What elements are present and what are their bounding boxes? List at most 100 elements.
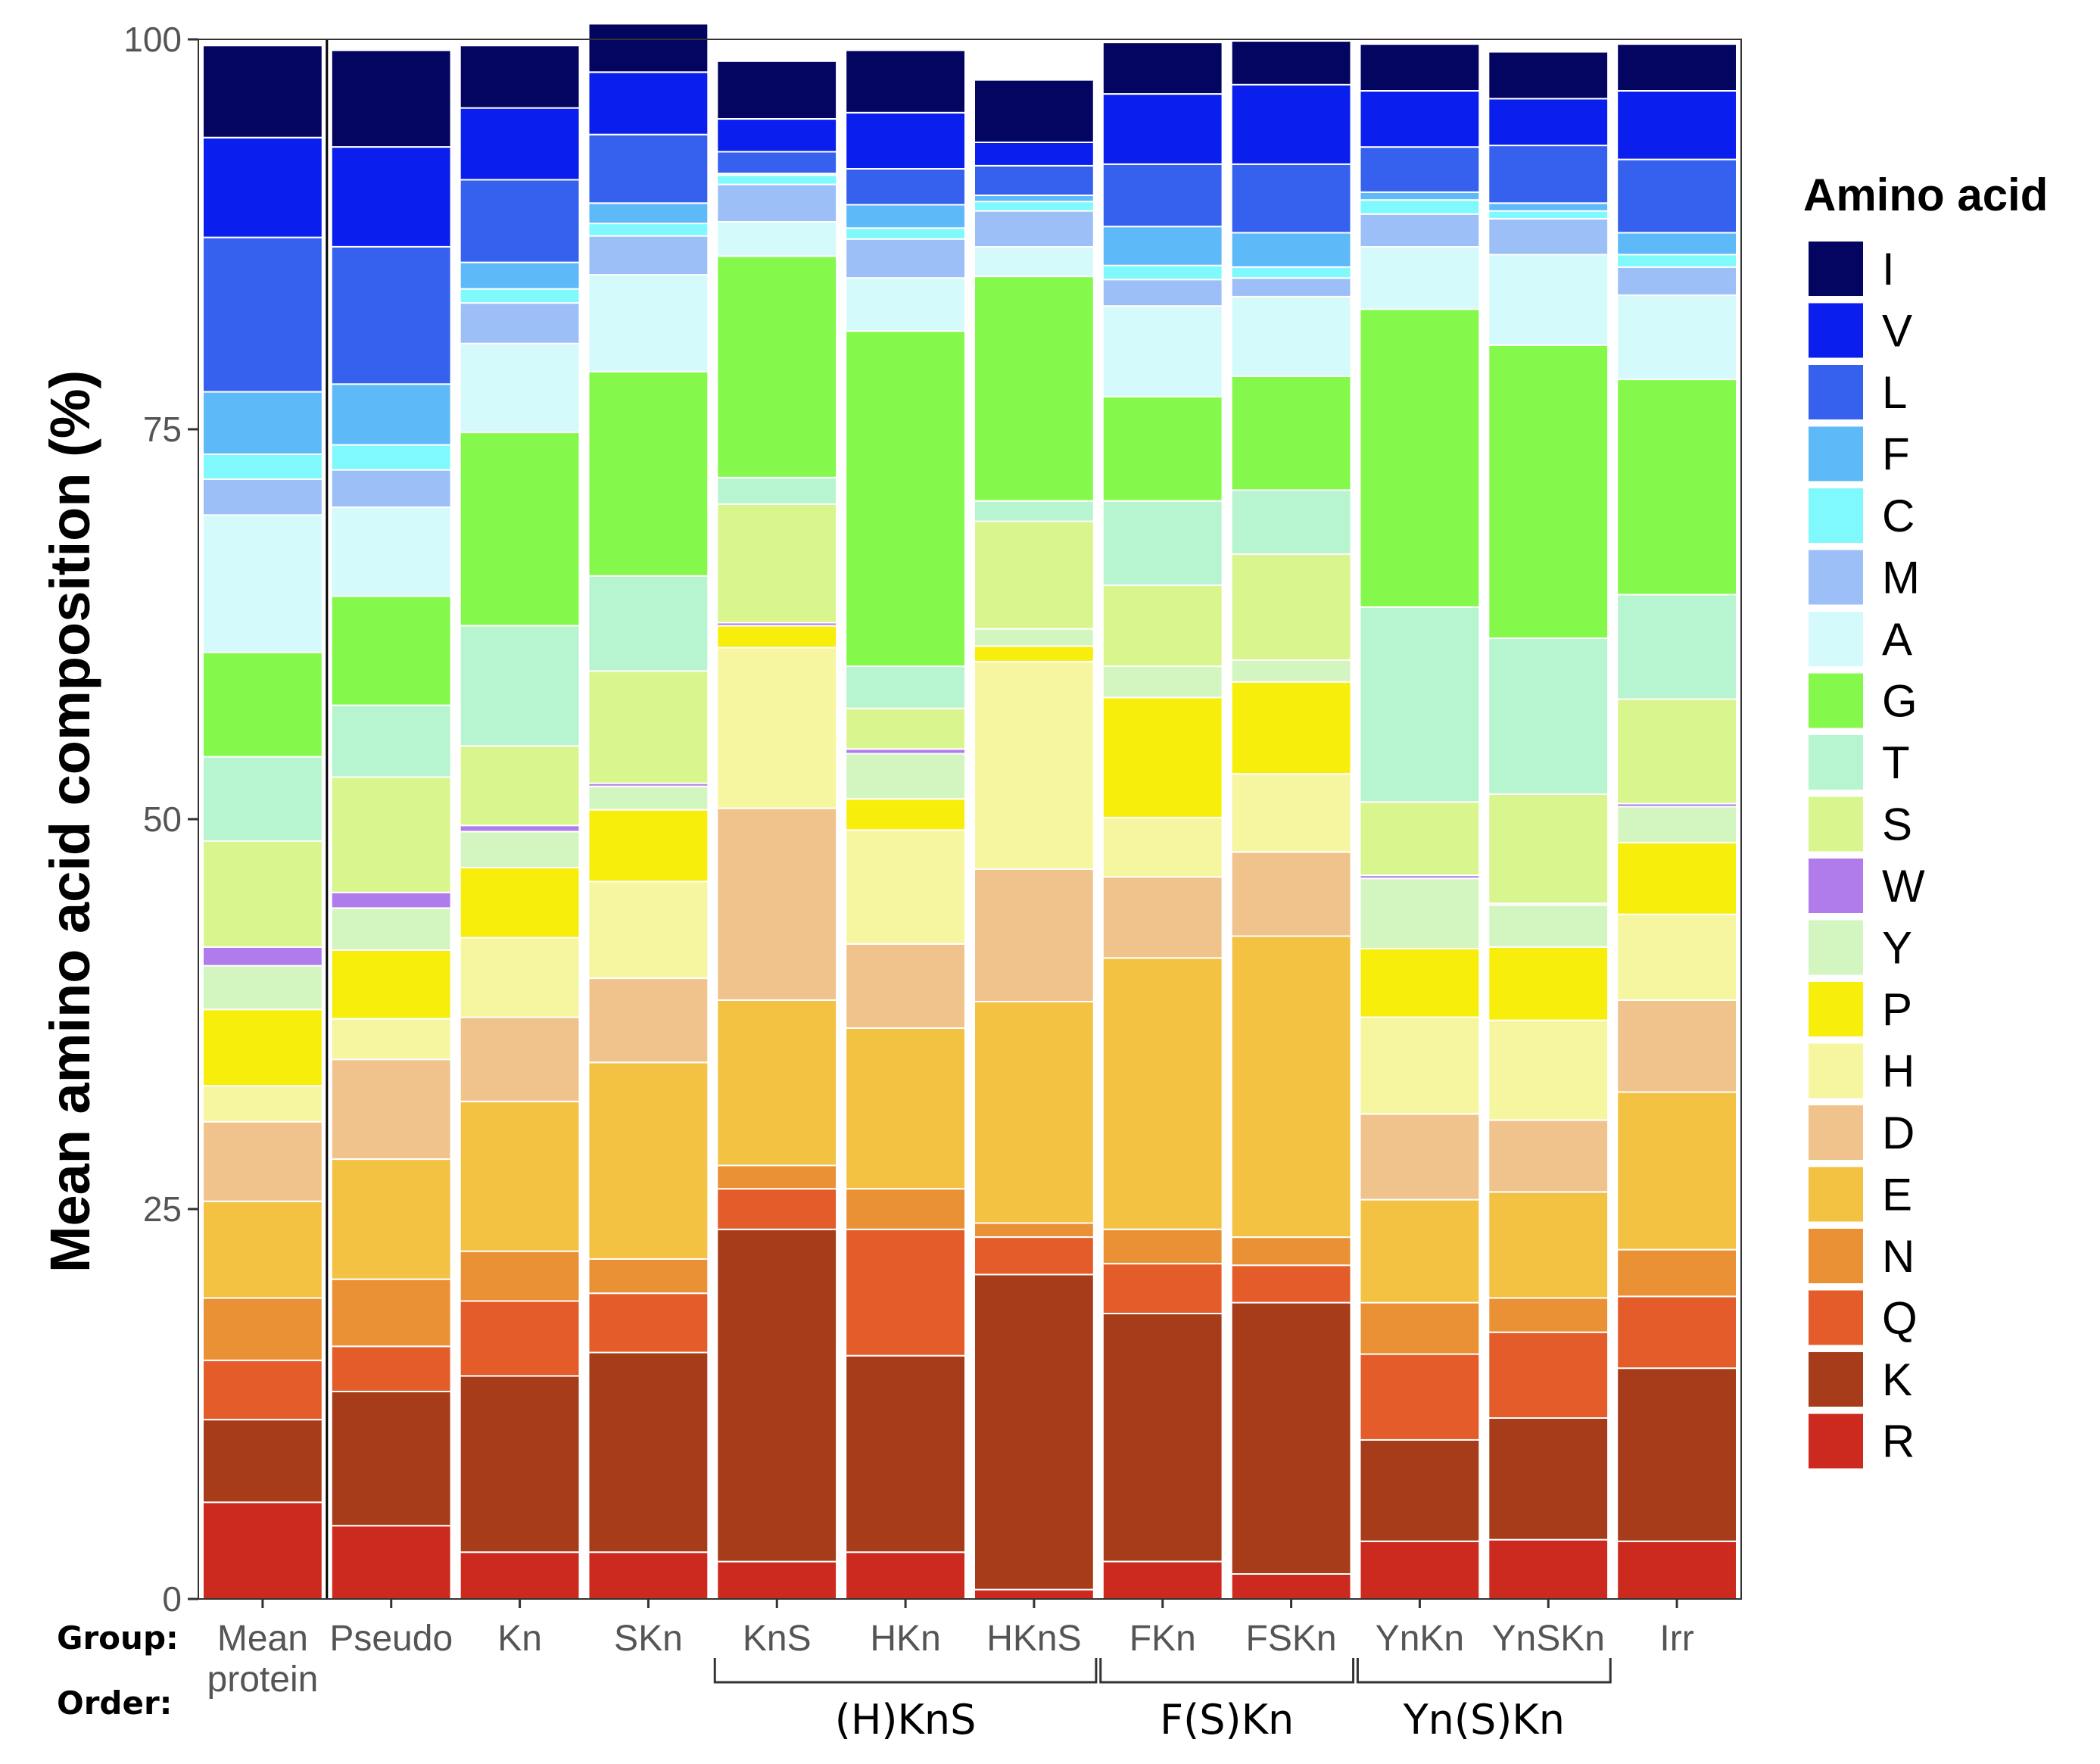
bar-segment-G-KnS (716, 255, 838, 478)
bar-segment-H-Irr (1616, 913, 1737, 1001)
bar-segment-W-Mean-protein (202, 946, 323, 967)
x-tick-label-FKn: FKn (1129, 1619, 1196, 1659)
bar-segment-A-Mean-protein (202, 514, 323, 653)
bar-segment-G-Irr (1616, 379, 1737, 596)
bar-segment-K-FKn (1101, 1313, 1223, 1563)
bar-segment-T-FKn (1101, 500, 1223, 586)
bar-segment-G-Kn (459, 432, 581, 627)
legend-title: Amino acid (1803, 170, 2048, 220)
bar-segment-Y-FSKn (1230, 659, 1352, 683)
series-F (202, 173, 1737, 455)
legend-swatch-P (1807, 980, 1865, 1038)
bar-segment-P-HKnS (974, 645, 1095, 662)
bar-segment-C-Pseudo (330, 444, 452, 471)
bar-segment-D-Pseudo (330, 1058, 452, 1160)
legend-swatch-A (1807, 610, 1865, 668)
bar-segment-V-FSKn (1230, 83, 1352, 165)
bar-segment-I-HKn (845, 49, 966, 114)
bar-segment-P-FKn (1101, 697, 1223, 818)
bar-segment-D-FKn (1101, 876, 1223, 959)
bar-segment-G-YnKn (1359, 308, 1481, 608)
bar-segment-F-Irr (1616, 232, 1737, 256)
bar-segment-A-FSKn (1230, 295, 1352, 377)
bar-segment-D-YnSKn (1488, 1119, 1609, 1193)
legend-swatch-G (1807, 672, 1865, 730)
bar-segment-C-KnS (716, 174, 838, 185)
bar-segment-S-HKnS (974, 520, 1095, 630)
bar-segment-S-KnS (716, 503, 838, 624)
bar-segment-F-Kn (459, 261, 581, 290)
bar-segment-N-YnSKn (1488, 1297, 1609, 1333)
legend-swatch-M (1807, 548, 1865, 606)
legend-swatch-V (1807, 301, 1865, 360)
legend-item-W: W (1807, 857, 1925, 915)
bar-segment-I-HKnS (974, 79, 1095, 143)
series-S (202, 503, 1737, 948)
bar-segment-R-YnSKn (1488, 1538, 1609, 1600)
bar-segment-L-YnKn (1359, 146, 1481, 193)
plot-background (198, 39, 1741, 1599)
bar-segment-P-Pseudo (330, 949, 452, 1020)
bar-segment-I-YnSKn (1488, 51, 1609, 100)
bar-segment-T-Pseudo (330, 704, 452, 778)
bar-segment-N-HKnS (974, 1222, 1095, 1238)
y-tick-label-0: 0 (162, 1579, 182, 1619)
x-tick-label-HKn: HKn (870, 1619, 940, 1659)
bar-segment-G-HKnS (974, 276, 1095, 502)
bar-segment-C-YnKn (1359, 199, 1481, 215)
bar-segment-K-FSKn (1230, 1301, 1352, 1575)
bar-segment-K-Irr (1616, 1367, 1737, 1542)
bar-segment-C-HKnS (974, 201, 1095, 212)
legend-swatch-W (1807, 857, 1865, 915)
bar-segment-E-SKn (587, 1061, 709, 1261)
bar-segment-L-Pseudo (330, 246, 452, 385)
bar-segment-F-HKn (845, 204, 966, 229)
bar-segment-G-SKn (587, 370, 709, 577)
legend-swatch-D (1807, 1104, 1865, 1161)
y-tick-label-100: 100 (123, 20, 182, 59)
legend-label-M: M (1882, 553, 1920, 603)
x-tick-label-Kn: Kn (497, 1619, 542, 1659)
series-E (202, 935, 1737, 1304)
x-tick-label-HKnS: HKnS (986, 1619, 1081, 1659)
series-G (202, 255, 1737, 758)
bar-segment-A-Pseudo (330, 506, 452, 597)
bar-segment-R-Pseudo (330, 1525, 452, 1600)
bar-segment-A-HKn (845, 277, 966, 332)
bar-segment-E-Mean-protein (202, 1200, 323, 1299)
bar-segment-C-YnSKn (1488, 210, 1609, 220)
bar-segment-D-HKnS (974, 868, 1095, 1003)
bar-segment-Q-YnKn (1359, 1353, 1481, 1441)
order-row-label: Order: (57, 1685, 172, 1722)
bar-segment-E-Pseudo (330, 1158, 452, 1280)
bar-segment-M-FKn (1101, 279, 1223, 307)
bar-segment-C-SKn (587, 223, 709, 237)
legend-label-Q: Q (1882, 1293, 1918, 1344)
bar-segment-A-HKnS (974, 246, 1095, 278)
legend-item-I: I (1807, 240, 1895, 298)
legend-swatch-F (1807, 425, 1865, 483)
bar-segment-S-Kn (459, 745, 581, 827)
legend-item-L: L (1807, 363, 1907, 421)
bar-segment-P-HKn (845, 798, 966, 831)
bar-segment-K-HKnS (974, 1273, 1095, 1591)
bar-segment-E-YnSKn (1488, 1191, 1609, 1299)
bar-segment-V-Mean-protein (202, 136, 323, 238)
bar-segment-H-KnS (716, 647, 838, 809)
bar-segment-V-HKnS (974, 142, 1095, 167)
bar-segment-I-Irr (1616, 43, 1737, 92)
legend-item-D: D (1807, 1104, 1915, 1161)
bar-segment-E-FKn (1101, 957, 1223, 1230)
legend-item-M: M (1807, 548, 1920, 606)
bar-segment-S-FSKn (1230, 553, 1352, 661)
bar-segment-N-Pseudo (330, 1278, 452, 1348)
legend-swatch-K (1807, 1351, 1865, 1408)
bar-segment-P-SKn (587, 809, 709, 883)
bar-segment-K-YnSKn (1488, 1417, 1609, 1541)
bar-segment-V-FKn (1101, 93, 1223, 165)
bar-segment-G-Pseudo (330, 595, 452, 706)
legend-swatch-H (1807, 1042, 1865, 1100)
legend-item-S: S (1807, 795, 1912, 853)
